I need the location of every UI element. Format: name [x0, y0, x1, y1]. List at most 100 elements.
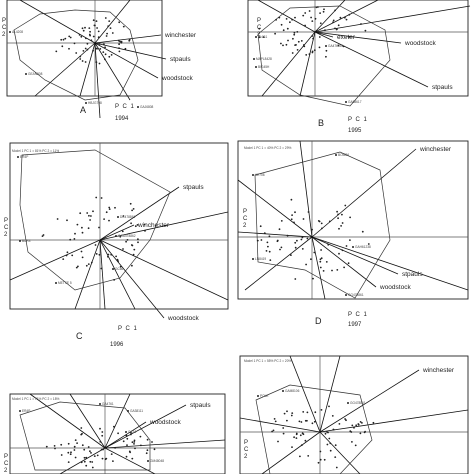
data-point [133, 443, 135, 445]
data-point [300, 421, 303, 423]
vector-stpauls [99, 186, 180, 241]
data-point [70, 451, 72, 454]
data-point [331, 269, 333, 272]
data-point [151, 441, 153, 443]
data-point [277, 440, 279, 443]
panel-frame [9, 142, 229, 310]
data-point [122, 25, 125, 28]
data-point [355, 424, 358, 427]
data-point [276, 240, 279, 243]
point-label: ER4P [22, 409, 30, 413]
data-point [126, 437, 129, 440]
labelled-point [19, 410, 21, 412]
data-point [60, 443, 63, 446]
data-point [108, 219, 110, 222]
boundary-line [19, 0, 96, 44]
data-point [131, 244, 134, 247]
data-point [99, 48, 102, 50]
data-point [102, 51, 105, 53]
data-point [146, 449, 149, 452]
data-point [326, 443, 329, 446]
data-point [103, 218, 105, 221]
data-point [285, 43, 288, 46]
data-point [83, 448, 86, 451]
data-point [295, 437, 298, 439]
data-point [107, 253, 110, 256]
data-point [291, 18, 293, 21]
data-point [302, 44, 305, 46]
labelled-point [125, 431, 127, 433]
data-point [78, 34, 81, 36]
data-point [125, 435, 128, 437]
data-point [101, 434, 104, 437]
data-point [96, 27, 98, 29]
data-point [119, 235, 122, 238]
data-point [282, 432, 285, 435]
data-point [104, 53, 107, 56]
data-point [343, 266, 345, 269]
data-point [89, 460, 92, 463]
data-point [81, 231, 84, 234]
data-point [143, 223, 146, 226]
data-point [334, 444, 337, 447]
data-point [67, 451, 70, 454]
data-point [328, 437, 331, 440]
vector-woodstock [94, 42, 159, 79]
site-label-woodstock: woodstock [404, 40, 436, 47]
data-point [311, 422, 314, 425]
data-point [125, 455, 128, 458]
data-point [285, 18, 288, 20]
data-point [372, 421, 375, 424]
boundary-line [99, 239, 229, 301]
boundary-line [319, 409, 469, 433]
labelled-point [252, 258, 254, 260]
data-point [136, 224, 139, 226]
boundary-line [99, 239, 106, 310]
data-point [86, 48, 89, 51]
labelled-point [255, 66, 257, 68]
labelled-point [9, 31, 11, 33]
site-label-winchester: winchester [164, 32, 197, 39]
data-point [146, 438, 149, 441]
vector-woodstock [99, 239, 165, 319]
site-label-woodstock: woodstock [149, 419, 181, 426]
boundary-line [289, 355, 321, 433]
labelled-point [253, 58, 255, 60]
point-label: GC10 [128, 430, 137, 434]
panel-header: Model 1 PC 1 = 81% PC 2 = 11% [12, 149, 59, 153]
data-point [87, 263, 90, 265]
data-point [347, 262, 350, 265]
data-point [99, 440, 102, 443]
data-point [323, 458, 326, 461]
site-label-woodstock: woodstock [161, 75, 193, 82]
boundary-line [94, 42, 101, 119]
data-point [317, 461, 320, 464]
data-point [110, 453, 113, 455]
data-point [88, 27, 91, 29]
data-point [82, 50, 85, 52]
data-point [73, 449, 76, 451]
data-point [275, 18, 277, 21]
point-label: HBJG708 [88, 101, 102, 105]
labelled-point [347, 402, 349, 404]
data-point [318, 36, 321, 38]
data-point [296, 239, 298, 242]
point-label: GAH61238 [355, 245, 371, 249]
data-point [304, 12, 307, 14]
data-point [103, 43, 105, 46]
boundary-line [69, 393, 106, 449]
data-point [336, 269, 339, 271]
data-point [313, 251, 316, 254]
data-point [117, 39, 120, 42]
data-point [87, 227, 90, 230]
data-point [293, 221, 295, 224]
data-point [280, 220, 283, 222]
data-point [351, 441, 353, 443]
data-point [361, 422, 363, 424]
data-point [302, 14, 305, 17]
site-label-winchester: winchester [422, 367, 455, 374]
data-point [319, 458, 322, 461]
vector-stpauls [311, 236, 399, 275]
